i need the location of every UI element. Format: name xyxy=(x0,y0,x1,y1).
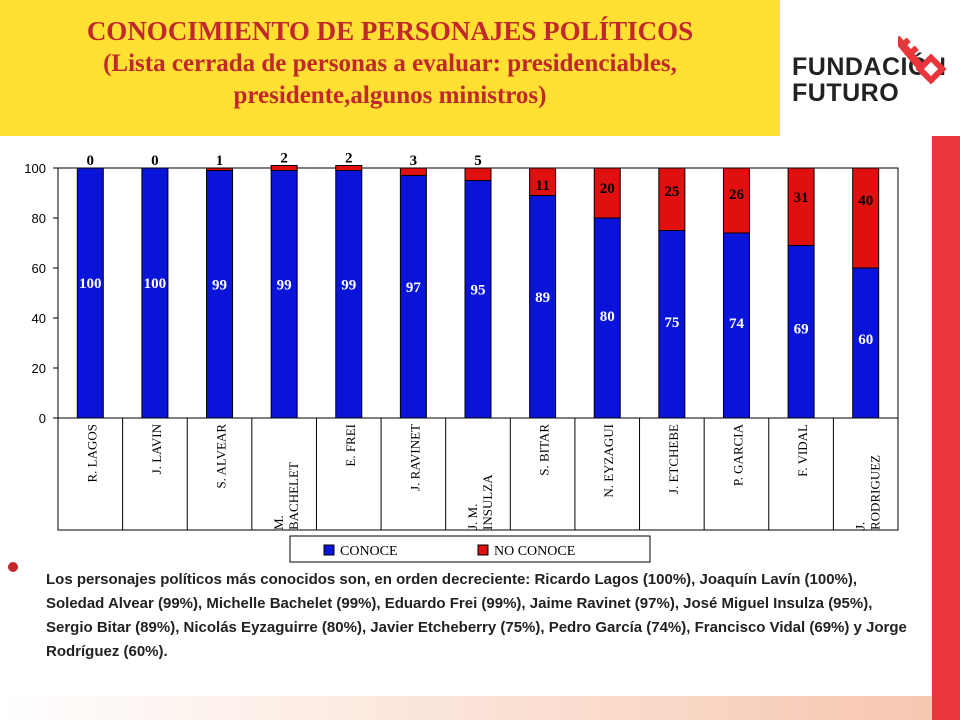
bar-conoce xyxy=(206,170,234,419)
data-label-conoce: 95 xyxy=(471,282,486,298)
y-tick-label: 40 xyxy=(32,311,46,326)
category-label: M.BACHELET xyxy=(271,462,301,530)
bar-conoce xyxy=(270,170,298,419)
page-subtitle: (Lista cerrada de personas a evaluar: pr… xyxy=(103,50,677,109)
bar-conoce xyxy=(852,267,880,419)
key-icon xyxy=(898,35,947,85)
category-label: J. M.INSULZA xyxy=(465,474,495,530)
data-label-no-conoce: 5 xyxy=(474,153,482,169)
bar-conoce xyxy=(399,175,427,419)
legend-label-no-conoce: NO CONOCE xyxy=(494,544,575,559)
bar-no-conoce xyxy=(529,167,557,196)
decorative-side-band xyxy=(932,136,960,720)
legend-swatch-conoce xyxy=(323,544,335,556)
data-label-conoce: 97 xyxy=(406,280,422,296)
bar-conoce xyxy=(593,217,621,419)
decorative-bottom-band xyxy=(0,696,932,720)
bar-no-conoce xyxy=(787,167,815,246)
data-label-no-conoce: 2 xyxy=(345,151,353,167)
category-label: S. BITAR xyxy=(537,424,552,476)
data-label-conoce: 100 xyxy=(144,276,167,292)
category-label: J. RAVINET xyxy=(407,424,422,491)
fundacion-futuro-logo: FUNDACIÓN FUTURO xyxy=(790,30,960,110)
bar-conoce xyxy=(464,180,492,419)
bar-no-conoce xyxy=(852,167,880,269)
data-label-no-conoce: 0 xyxy=(87,153,95,169)
logo-text-line2: FUTURO xyxy=(792,79,900,107)
data-label-no-conoce: 40 xyxy=(858,193,873,209)
data-label-conoce: 80 xyxy=(600,309,615,325)
y-tick-label: 80 xyxy=(32,211,46,226)
data-label-no-conoce: 2 xyxy=(280,151,288,167)
legend-label-conoce: CONOCE xyxy=(340,544,398,559)
bar-no-conoce xyxy=(464,167,492,181)
data-label-conoce: 74 xyxy=(729,316,745,332)
category-label: J.RODRIGUEZ xyxy=(853,455,883,530)
data-label-conoce: 89 xyxy=(535,290,550,306)
bar-conoce xyxy=(529,195,557,419)
bar-no-conoce xyxy=(722,167,750,234)
page-title: CONOCIMIENTO DE PERSONAJES POLÍTICOS xyxy=(86,16,694,46)
data-label-no-conoce: 26 xyxy=(729,187,745,203)
category-label: J. ETCHEBE xyxy=(666,424,681,494)
stacked-bar-chart: 0 20 40 60 80 100 100 0 R. LAGOS 100 0 J. LAVIN 99 1 S… xyxy=(24,151,899,563)
y-tick-label: 0 xyxy=(39,411,46,426)
bar-conoce xyxy=(658,230,686,419)
data-label-conoce: 99 xyxy=(277,277,292,293)
data-label-conoce: 100 xyxy=(79,276,102,292)
category-label: F. VIDAL xyxy=(795,424,810,477)
category-label: E. FREI xyxy=(343,424,358,467)
bullet-icon xyxy=(8,562,18,572)
y-tick-label: 20 xyxy=(32,361,46,376)
bar-no-conoce xyxy=(335,165,363,171)
data-label-no-conoce: 3 xyxy=(410,153,418,169)
data-label-no-conoce: 20 xyxy=(600,181,615,197)
bar-conoce xyxy=(335,170,363,419)
bar-no-conoce xyxy=(399,167,427,176)
category-label: N. EYZAGUI xyxy=(601,424,616,498)
data-label-conoce: 99 xyxy=(341,277,356,293)
bar-no-conoce xyxy=(206,167,234,171)
y-tick-label: 100 xyxy=(24,161,46,176)
y-tick-label: 60 xyxy=(32,261,46,276)
data-label-no-conoce: 25 xyxy=(664,184,679,200)
data-label-conoce: 75 xyxy=(664,315,679,331)
legend-box xyxy=(289,535,651,563)
category-label: P. GARCIA xyxy=(730,423,745,486)
data-label-no-conoce: 11 xyxy=(536,178,550,194)
bar-conoce xyxy=(76,167,104,419)
title-banner: CONOCIMIENTO DE PERSONAJES POLÍTICOS (Li… xyxy=(0,0,780,136)
data-label-conoce: 60 xyxy=(858,332,873,348)
legend-swatch-no-conoce xyxy=(477,544,489,556)
bar-no-conoce xyxy=(658,167,686,231)
data-label-no-conoce: 1 xyxy=(216,153,224,169)
summary-text: Los personajes políticos más conocidos s… xyxy=(46,571,907,660)
bar-no-conoce xyxy=(593,167,621,219)
data-label-conoce: 69 xyxy=(794,322,809,338)
bar-conoce xyxy=(141,167,169,419)
bar-no-conoce xyxy=(270,165,298,171)
data-label-conoce: 99 xyxy=(212,277,227,293)
category-label: R. LAGOS xyxy=(84,424,99,483)
category-label: J. LAVIN xyxy=(149,423,164,474)
data-label-no-conoce: 0 xyxy=(151,153,159,169)
bar-conoce xyxy=(722,232,750,419)
data-label-no-conoce: 31 xyxy=(794,190,809,206)
category-label: S. ALVEAR xyxy=(214,424,229,489)
